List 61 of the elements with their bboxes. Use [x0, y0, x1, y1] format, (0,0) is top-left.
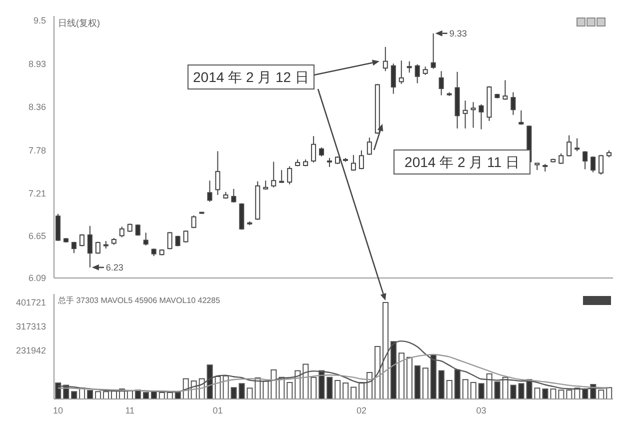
y-tick-label: 7.78	[28, 146, 46, 156]
y-tick-label: 8.36	[28, 102, 46, 112]
y-tick-label: 317313	[16, 321, 46, 332]
y-tick-label: 6.09	[28, 273, 46, 284]
candlestick	[287, 166, 292, 185]
candlestick	[175, 235, 180, 247]
x-tick-label: 02	[356, 405, 366, 416]
candlestick	[398, 60, 404, 84]
candlestick	[95, 241, 100, 254]
candlestick	[327, 157, 332, 168]
candlestick	[143, 232, 148, 246]
candlestick	[207, 180, 212, 202]
candlestick	[414, 64, 420, 84]
candlestick	[566, 134, 572, 157]
y-tick-label: 7.21	[28, 188, 46, 199]
x-tick-label: 11	[125, 405, 135, 416]
candlestick	[470, 102, 476, 128]
chart-title: 日线(复权)	[58, 18, 100, 28]
y-tick-label: 6.65	[28, 230, 46, 241]
candlestick	[215, 150, 220, 196]
candlestick	[167, 231, 172, 250]
candlestick	[119, 226, 124, 238]
y-tick-label: 8.93	[28, 58, 46, 69]
candlestick	[598, 154, 604, 176]
y-tick-label: 9.5	[33, 16, 46, 26]
candlestick	[478, 104, 484, 130]
candlestick	[231, 188, 236, 203]
candlestick	[271, 161, 276, 188]
x-tick-label: 01	[212, 405, 223, 416]
candlestick	[358, 150, 364, 170]
candlestick	[574, 138, 580, 152]
candlestick	[462, 100, 468, 129]
annotation: 2014 年 2 月 12 日	[193, 69, 309, 85]
candlestick	[558, 152, 564, 164]
candlestick	[311, 136, 316, 163]
candlestick	[510, 92, 516, 116]
candlestick	[390, 63, 396, 94]
candlestick	[79, 234, 84, 247]
candlestick	[582, 150, 588, 170]
candlestick	[87, 225, 92, 268]
candlestick	[502, 80, 508, 100]
annotation: 6.23	[106, 262, 124, 272]
candlestick	[319, 146, 324, 157]
candlestick	[590, 156, 596, 173]
candlestick	[350, 154, 356, 172]
candlestick	[382, 46, 388, 72]
x-tick-label: 10	[52, 405, 63, 416]
y-tick-label: 231942	[16, 346, 46, 356]
candlestick	[279, 170, 284, 184]
candlestick	[191, 214, 196, 229]
candlestick	[438, 70, 444, 96]
y-tick-label: 401721	[16, 297, 46, 308]
x-tick-label: 03	[476, 405, 486, 416]
annotation: 2014 年 2 月 11 日	[404, 154, 520, 170]
candlestick	[366, 137, 372, 156]
line-series	[57, 354, 610, 392]
candlestick	[518, 110, 524, 126]
candlestick	[406, 60, 412, 74]
annotation: 总手 37303 MAVOL5 45906 MAVOL10 42285	[57, 296, 221, 305]
annotation: 9.33	[449, 28, 467, 38]
candlestick	[430, 32, 436, 70]
